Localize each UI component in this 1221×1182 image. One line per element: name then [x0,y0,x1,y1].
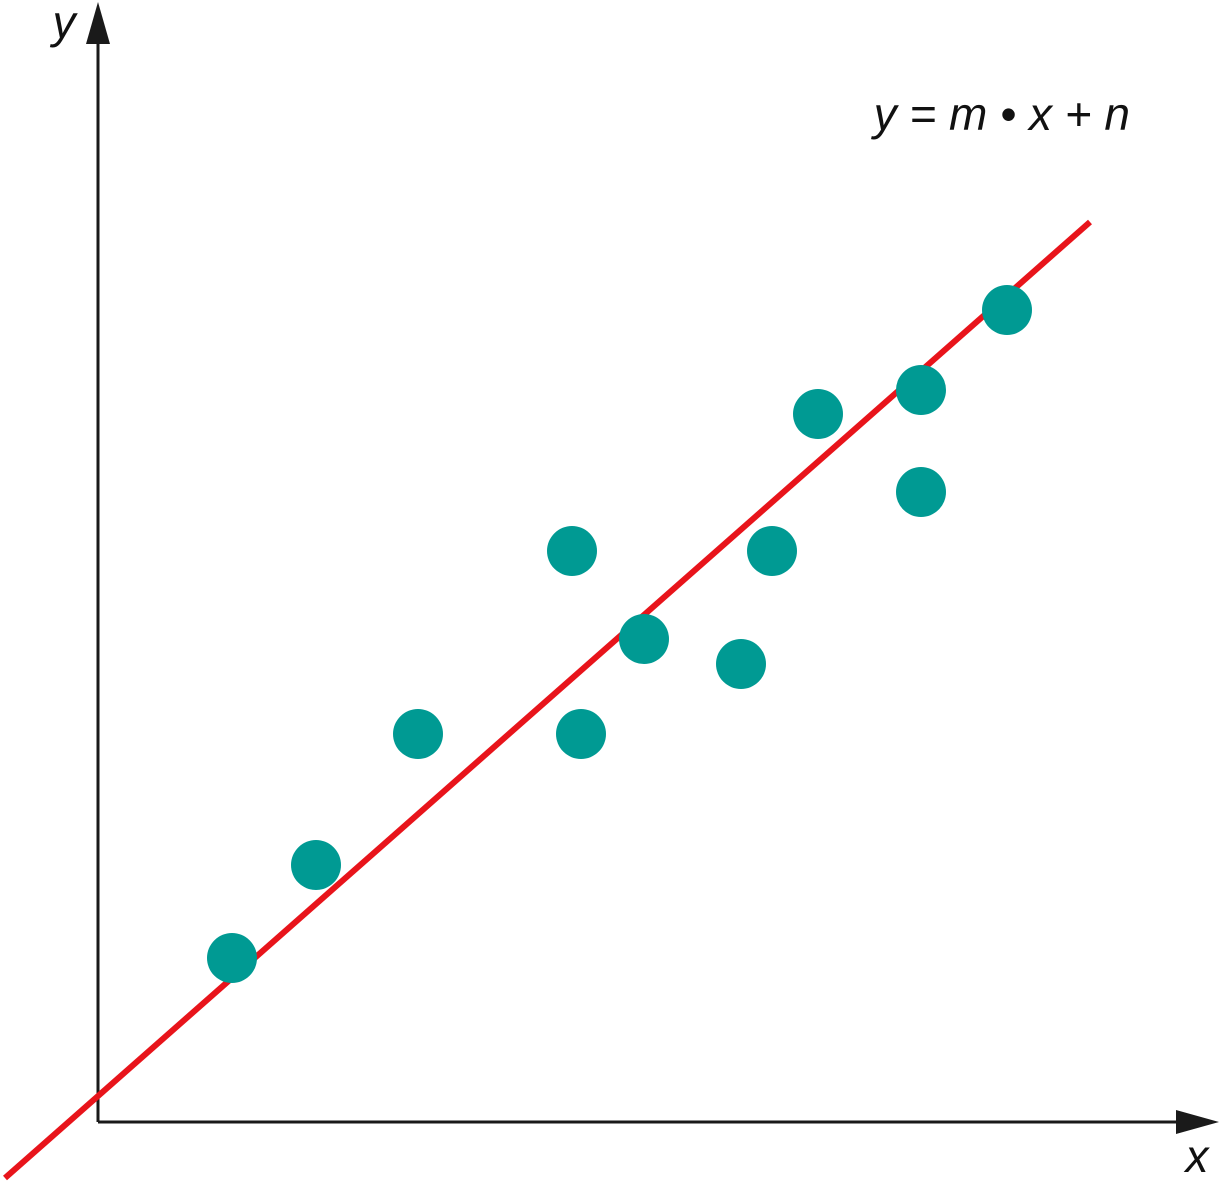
data-point [619,614,669,664]
data-point [793,389,843,439]
data-point [982,285,1032,335]
data-point [547,526,597,576]
data-point [896,365,946,415]
data-point [393,709,443,759]
y-axis-label: y [50,0,79,48]
x-axis-arrow [1176,1110,1219,1134]
axes [86,2,1219,1134]
data-point [207,933,257,983]
data-point [896,467,946,517]
data-point [291,840,341,890]
data-point [556,709,606,759]
fit-line [3,219,1092,1181]
x-axis-label: x [1184,1130,1211,1182]
data-point [747,526,797,576]
y-axis-arrow [86,2,110,44]
equation: y = m • x + n [871,88,1130,140]
data-point [716,639,766,689]
